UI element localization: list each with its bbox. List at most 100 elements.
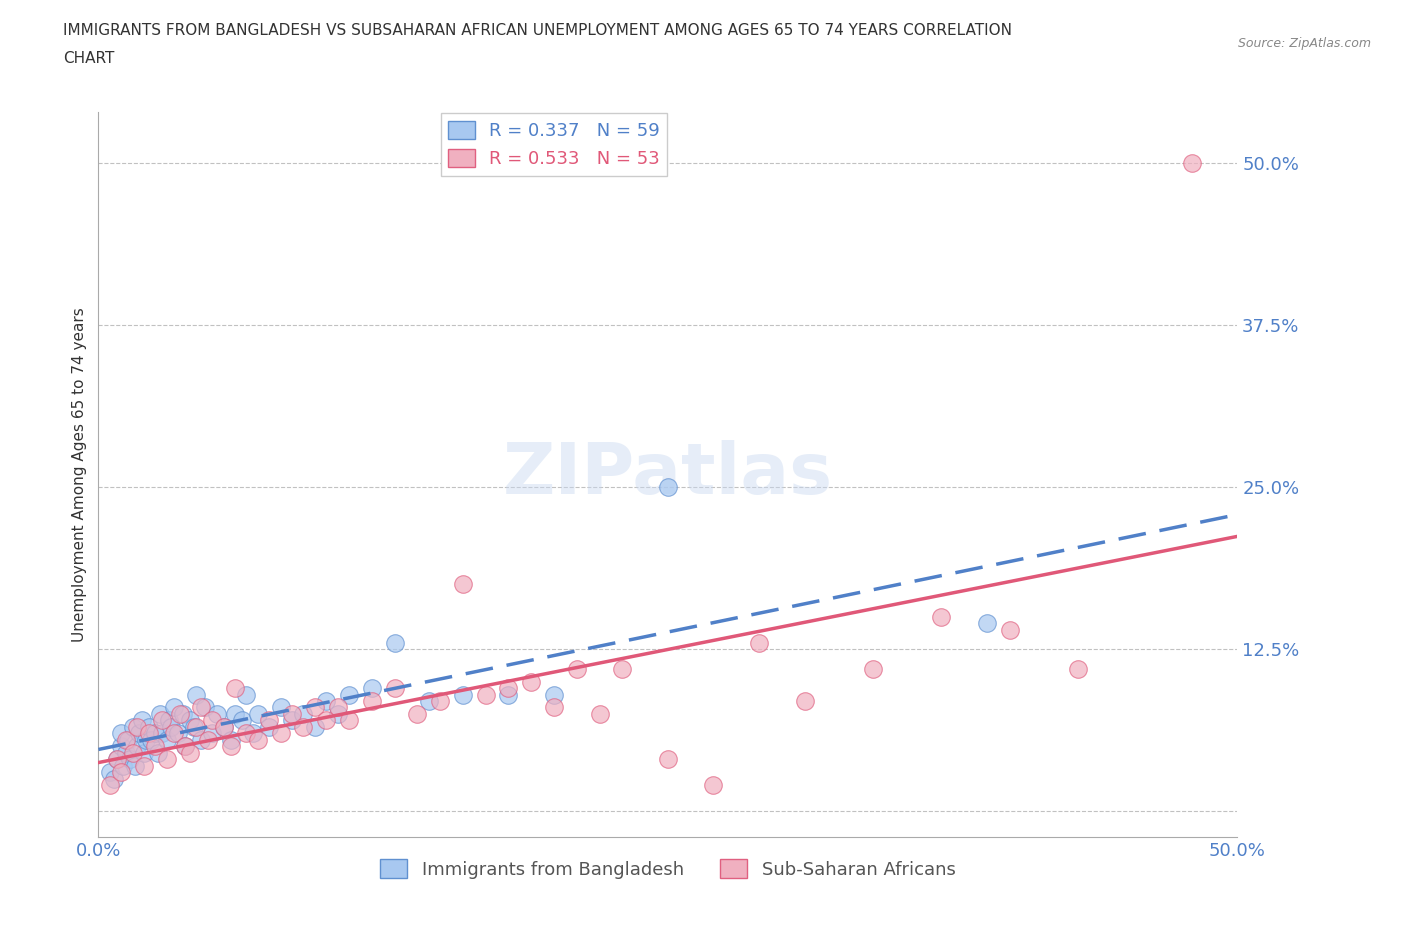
Point <box>146 745 169 760</box>
Point <box>120 751 142 766</box>
Point <box>156 751 179 766</box>
Point <box>235 687 257 702</box>
Point <box>998 622 1021 637</box>
Point <box>224 707 246 722</box>
Point <box>197 733 219 748</box>
Point <box>174 738 197 753</box>
Text: Source: ZipAtlas.com: Source: ZipAtlas.com <box>1237 37 1371 50</box>
Point <box>162 700 184 715</box>
Point <box>132 758 155 773</box>
Point <box>1181 156 1204 171</box>
Point <box>157 713 180 728</box>
Point <box>748 635 770 650</box>
Point <box>224 681 246 696</box>
Point <box>451 577 474 591</box>
Point <box>103 771 125 786</box>
Point <box>242 726 264 741</box>
Point <box>384 635 406 650</box>
Point <box>219 738 242 753</box>
Point <box>929 609 952 624</box>
Point <box>105 751 128 766</box>
Point <box>112 758 135 773</box>
Point <box>657 751 679 766</box>
Point <box>114 745 136 760</box>
Point <box>121 745 143 760</box>
Point <box>235 726 257 741</box>
Point <box>186 720 208 735</box>
Point <box>292 720 315 735</box>
Point <box>174 738 197 753</box>
Point <box>105 751 128 766</box>
Point <box>145 726 167 741</box>
Point <box>231 713 253 728</box>
Point <box>179 745 201 760</box>
Point <box>145 738 167 753</box>
Point <box>565 661 588 676</box>
Point <box>304 700 326 715</box>
Point <box>315 694 337 709</box>
Point <box>127 738 149 753</box>
Text: ZIPatlas: ZIPatlas <box>503 440 832 509</box>
Point <box>150 713 173 728</box>
Text: IMMIGRANTS FROM BANGLADESH VS SUBSAHARAN AFRICAN UNEMPLOYMENT AMONG AGES 65 TO 7: IMMIGRANTS FROM BANGLADESH VS SUBSAHARAN… <box>63 23 1012 38</box>
Point <box>246 707 269 722</box>
Point <box>172 707 194 722</box>
Point <box>281 707 304 722</box>
Point <box>131 713 153 728</box>
Point <box>304 720 326 735</box>
Point <box>110 738 132 753</box>
Point <box>127 720 149 735</box>
Text: CHART: CHART <box>63 51 115 66</box>
Point <box>270 700 292 715</box>
Point <box>315 713 337 728</box>
Point <box>117 733 139 748</box>
Point <box>219 733 242 748</box>
Point <box>98 764 121 779</box>
Point <box>406 707 429 722</box>
Point <box>162 726 184 741</box>
Point <box>212 720 235 735</box>
Point <box>201 713 224 728</box>
Point <box>128 726 150 741</box>
Point <box>138 720 160 735</box>
Point <box>194 700 217 715</box>
Point <box>862 661 884 676</box>
Point <box>657 480 679 495</box>
Point <box>179 713 201 728</box>
Point <box>135 733 157 748</box>
Point <box>98 777 121 792</box>
Point <box>124 758 146 773</box>
Point <box>167 726 190 741</box>
Point <box>793 694 815 709</box>
Point <box>270 726 292 741</box>
Point <box>326 700 349 715</box>
Point <box>702 777 724 792</box>
Point <box>114 733 136 748</box>
Point <box>326 707 349 722</box>
Point <box>543 700 565 715</box>
Point <box>190 700 212 715</box>
Point <box>281 713 304 728</box>
Point <box>156 733 179 748</box>
Point <box>132 745 155 760</box>
Point <box>110 764 132 779</box>
Point <box>186 687 208 702</box>
Point <box>121 720 143 735</box>
Point <box>150 726 173 741</box>
Point <box>337 687 360 702</box>
Point <box>160 720 183 735</box>
Point <box>1067 661 1090 676</box>
Point <box>498 687 520 702</box>
Point <box>976 616 998 631</box>
Y-axis label: Unemployment Among Ages 65 to 74 years: Unemployment Among Ages 65 to 74 years <box>72 307 87 642</box>
Point <box>543 687 565 702</box>
Point <box>429 694 451 709</box>
Point <box>212 720 235 735</box>
Point <box>183 720 205 735</box>
Point <box>259 720 281 735</box>
Point <box>337 713 360 728</box>
Point <box>169 707 191 722</box>
Point <box>498 681 520 696</box>
Point <box>612 661 634 676</box>
Point <box>201 726 224 741</box>
